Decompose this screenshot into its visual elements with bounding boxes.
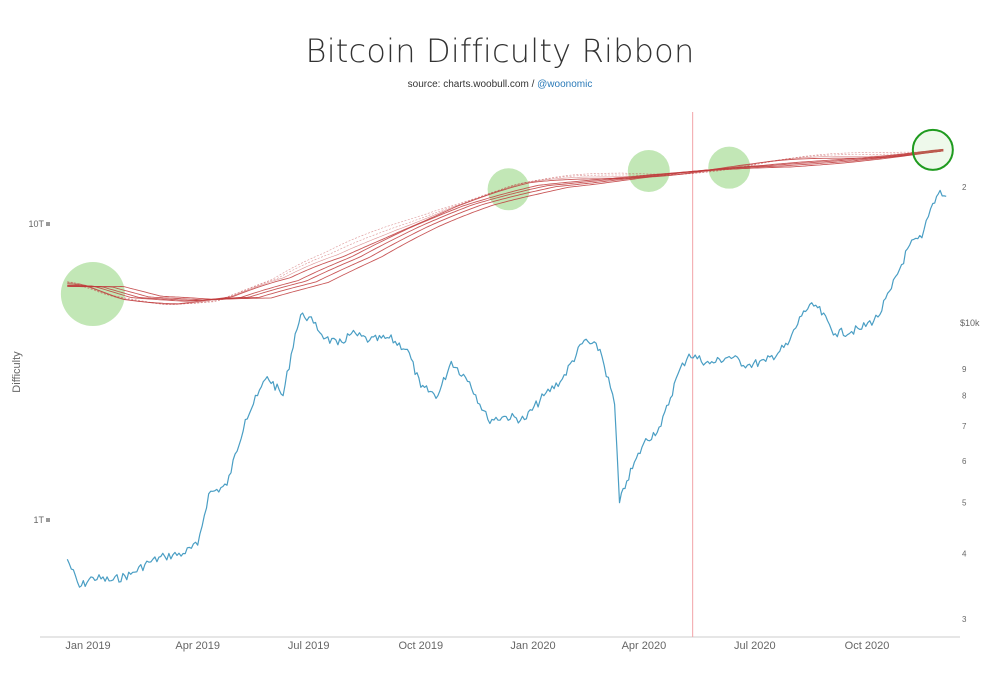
right-tick-label: 7: [962, 422, 967, 431]
highlight-circle-outlined: [911, 128, 954, 171]
x-axis-ticks: Jan 2019 Apr 2019 Jul 2019 Oct 2019 Jan 2020…: [65, 640, 889, 652]
right-axis-unit-label: $10k: [960, 318, 980, 328]
left-tick-label: 10T: [28, 219, 44, 229]
highlight-circle: [60, 262, 125, 327]
subtitle-source: source: charts.woobull.com /: [407, 79, 538, 90]
highlight-circle-outlined: [911, 128, 954, 171]
right-axis-ticks: 2 9 8 7 6 5 4 3 $10k: [960, 183, 980, 624]
left-tick-mark: [46, 518, 50, 522]
x-tick-label: Oct 2020: [845, 640, 890, 652]
ribbon-line: [67, 150, 944, 305]
right-tick-label: 6: [962, 457, 967, 466]
left-axis-ticks: 10T 1T: [28, 219, 50, 525]
subtitle-handle-link[interactable]: @woonomic: [537, 79, 593, 90]
right-tick-label: 8: [962, 392, 967, 401]
ribbon-line: [67, 150, 944, 300]
left-tick-label: 1T: [33, 515, 44, 525]
highlight-circle: [627, 150, 670, 193]
difficulty-ribbon: [67, 148, 944, 305]
x-tick-label: Jul 2019: [288, 640, 330, 652]
x-tick-label: Jan 2020: [510, 640, 555, 652]
price-line: [66, 189, 947, 588]
right-tick-label: 9: [962, 365, 967, 374]
chart-title: Bitcoin Difficulty Ribbon: [305, 32, 695, 70]
left-tick-mark: [46, 222, 50, 226]
x-tick-label: Oct 2019: [398, 640, 443, 652]
x-tick-label: Apr 2019: [175, 640, 220, 652]
chart-subtitle: source: charts.woobull.com / @woonomic: [0, 79, 1000, 90]
price-series: [66, 189, 947, 588]
right-tick-label: 2: [962, 183, 967, 192]
x-tick-label: Jul 2020: [734, 640, 776, 652]
right-tick-label: 4: [962, 549, 967, 558]
ribbon-line: [67, 151, 944, 305]
x-tick-label: Jan 2019: [65, 640, 110, 652]
x-tick-label: Apr 2020: [622, 640, 667, 652]
right-tick-label: 3: [962, 615, 967, 624]
right-tick-label: 5: [962, 499, 967, 508]
